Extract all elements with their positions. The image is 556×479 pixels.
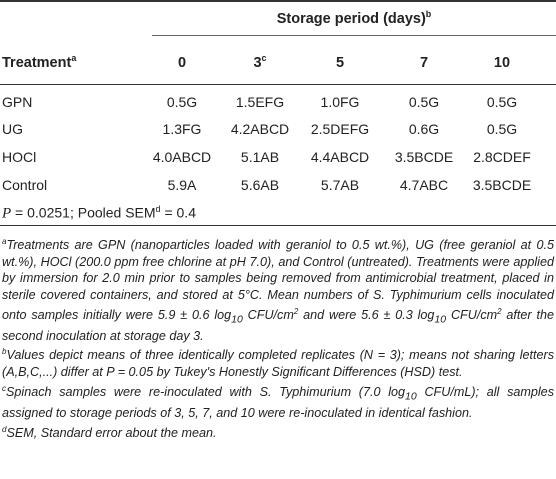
table-cell: 3.5BCDE (394, 149, 454, 165)
table-cell: 4.7ABC (399, 177, 449, 193)
table-cell: 0.5G (408, 94, 440, 110)
treatment-header: Treatmenta (2, 53, 77, 71)
table-row: UG 1.3FG 4.2ABCD 2.5DEFG 0.6G 0.5G (0, 121, 556, 145)
table-cell: 5.1AB (240, 149, 280, 165)
table-cell: 0.5G (166, 94, 198, 110)
row-treatment: Control (2, 177, 48, 193)
header-bottom-rule (0, 84, 556, 85)
table-cell: 1.5EFG (235, 94, 285, 110)
table-row: HOCl 4.0ABCD 5.1AB 4.4ABCD 3.5BCDE 2.8CD… (0, 149, 556, 173)
p-value-line: P = 0.0251; Pooled SEMd = 0.4 (2, 204, 196, 222)
table-cell: 2.5DEFG (310, 121, 370, 137)
footnote-c: cSpinach samples were re-inoculated with… (2, 383, 554, 421)
table-cell: 5.6AB (240, 177, 280, 193)
row-treatment: HOCl (2, 149, 37, 165)
footnote-b: bValues depict means of three identicall… (2, 347, 554, 380)
table-top-rule (0, 0, 556, 2)
table-cell: 0.5G (486, 94, 518, 110)
table-cell: 4.2ABCD (230, 121, 290, 137)
row-treatment: GPN (2, 94, 33, 110)
table-cell: 5.7AB (320, 177, 360, 193)
storage-period-header: Storage period (days)b (276, 9, 432, 27)
column-header-day-0: 0 (177, 54, 187, 71)
table-cell: 2.8CDEF (473, 149, 531, 165)
table-cell: 1.0FG (320, 94, 360, 110)
table-row: GPN 0.5G 1.5EFG 1.0FG 0.5G 0.5G (0, 94, 556, 118)
table-cell: 3.5BCDE (472, 177, 532, 193)
table-bottom-rule (0, 225, 556, 226)
footnote-d: dSEM, Standard error about the mean. (2, 424, 217, 440)
column-header-day-10: 10 (493, 54, 511, 71)
table-cell: 4.4ABCD (310, 149, 370, 165)
table-row: Control 5.9A 5.6AB 5.7AB 4.7ABC 3.5BCDE (0, 177, 556, 201)
table-cell: 0.5G (486, 121, 518, 137)
column-header-day-3: 3c (253, 53, 267, 71)
header-span-rule (152, 35, 556, 36)
table-cell: 1.3FG (162, 121, 202, 137)
column-header-day-5: 5 (335, 54, 345, 71)
table-footnotes: aTreatments are GPN (nanoparticles loade… (2, 234, 554, 442)
table-cell: 0.6G (408, 121, 440, 137)
footnote-a: aTreatments are GPN (nanoparticles loade… (2, 237, 554, 343)
table-cell: 4.0ABCD (152, 149, 212, 165)
row-treatment: UG (2, 121, 23, 137)
column-header-day-7: 7 (419, 54, 429, 71)
table-cell: 5.9A (167, 177, 197, 193)
